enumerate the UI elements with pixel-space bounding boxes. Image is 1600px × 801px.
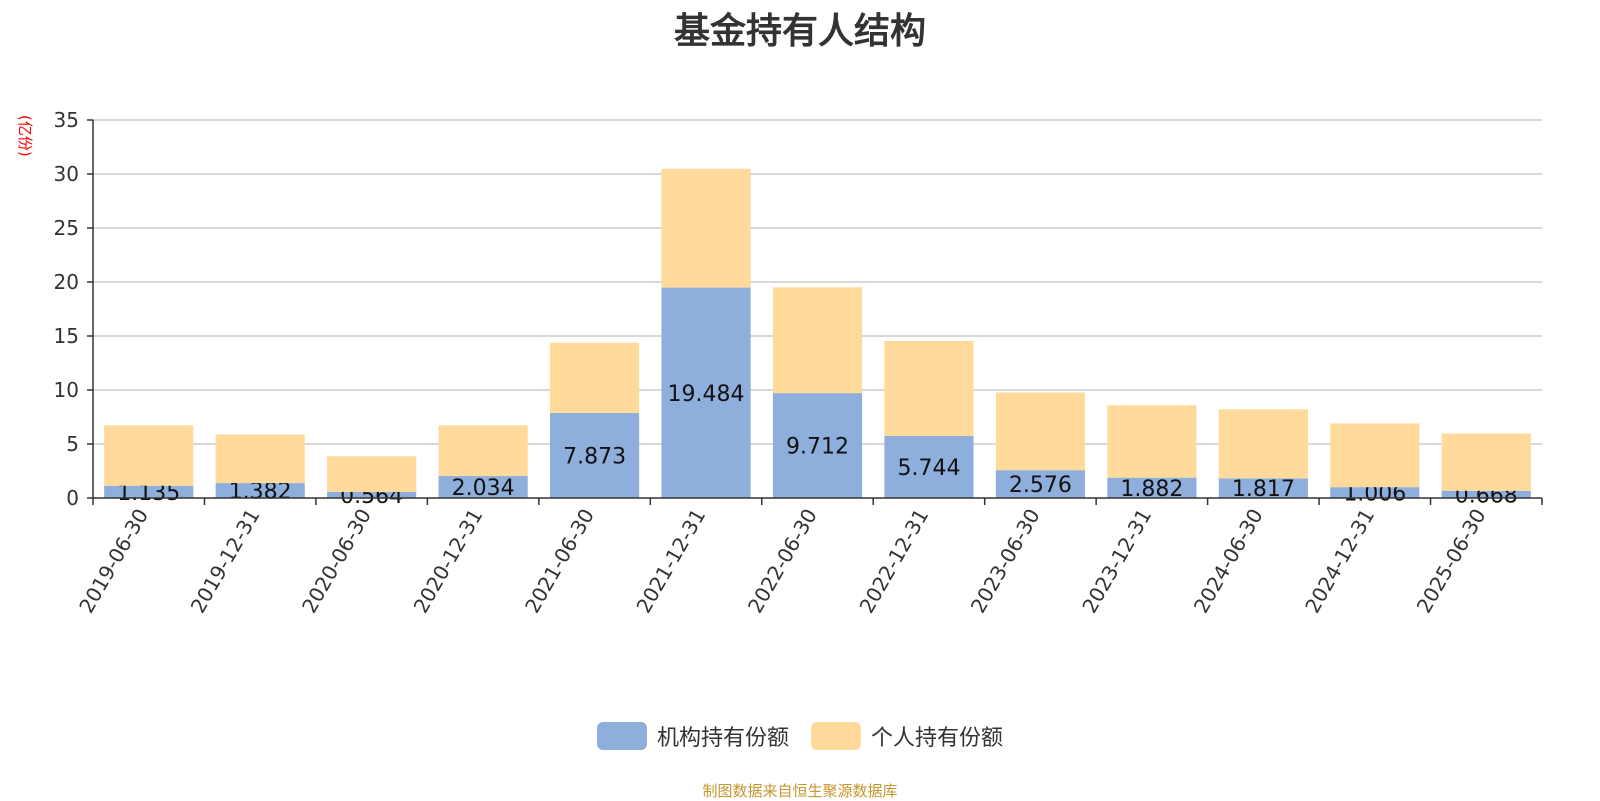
x-tick-label-7: 2022-12-31 [854, 505, 933, 618]
bar-individual-0 [104, 425, 194, 486]
x-tick-label-12: 2025-06-30 [1412, 505, 1491, 618]
x-tick-label-5: 2021-12-31 [631, 505, 710, 618]
legend-item-individual[interactable]: 个人持有份额 [811, 720, 1003, 752]
bar-label-institution-6: 9.712 [786, 435, 849, 460]
bar-individual-3 [438, 425, 528, 477]
y-tick-label-3: 15 [54, 324, 79, 348]
legend-label-individual: 个人持有份额 [871, 726, 1004, 751]
legend-swatch-institution [596, 722, 647, 750]
bar-institution-4 [549, 412, 640, 498]
bar-label-institution-1: 1.382 [229, 480, 292, 505]
x-tick-label-0: 2019-06-30 [74, 505, 153, 618]
y-tick-label-1: 5 [66, 432, 79, 456]
x-tick-label-6: 2022-06-30 [743, 505, 822, 618]
bar-individual-9 [1107, 405, 1197, 478]
bar-label-institution-5: 19.484 [668, 382, 745, 407]
bar-institution-6 [772, 393, 863, 498]
y-tick-label-5: 25 [54, 216, 79, 240]
bar-individual-4 [549, 342, 640, 413]
bar-institution-3 [438, 476, 528, 498]
x-tick-label-3: 2020-12-31 [409, 504, 488, 617]
bar-institution-10 [1218, 478, 1308, 498]
data-source-note: 制图数据来自恒生聚源数据库 [702, 782, 898, 800]
y-tick-label-4: 20 [54, 270, 79, 294]
bar-individual-2 [327, 456, 417, 492]
bar-institution-8 [995, 470, 1086, 498]
x-tick-label-1: 2019-12-31 [186, 505, 265, 618]
y-tick-label-7: 35 [54, 108, 79, 132]
bar-label-institution-4: 7.873 [563, 444, 626, 469]
bar-institution-5 [661, 287, 751, 498]
bar-label-institution-3: 2.034 [452, 476, 515, 501]
bar-institution-0 [104, 485, 194, 498]
x-tick-label-9: 2023-12-31 [1077, 505, 1156, 618]
bar-institution-12 [1441, 490, 1531, 498]
y-tick-label-6: 30 [54, 162, 79, 186]
bar-institution-1 [215, 483, 305, 498]
bar-institution-7 [884, 435, 974, 498]
y-tick-label-0: 0 [66, 486, 79, 510]
bar-individual-12 [1441, 433, 1531, 491]
legend-item-institution[interactable]: 机构持有份额 [596, 720, 789, 752]
bar-individual-8 [995, 392, 1086, 471]
bar-institution-11 [1330, 487, 1420, 498]
x-tick-label-4: 2021-06-30 [520, 505, 599, 618]
bar-individual-10 [1218, 409, 1308, 479]
bar-individual-7 [884, 340, 974, 436]
x-tick-label-10: 2024-06-30 [1189, 505, 1268, 618]
chart-title: 基金持有人结构 [673, 11, 926, 52]
x-tick-label-11: 2024-12-31 [1300, 505, 1379, 618]
x-tick-label-8: 2023-06-30 [966, 505, 1045, 618]
bar-individual-6 [772, 287, 863, 394]
bar-individual-5 [661, 168, 751, 288]
bar-institution-2 [327, 491, 417, 498]
legend-label-institution: 机构持有份额 [656, 726, 789, 751]
bar-institution-9 [1107, 477, 1197, 498]
bar-individual-11 [1330, 423, 1420, 488]
legend-swatch-individual [811, 722, 861, 750]
bar-individual-1 [215, 434, 305, 484]
bar-label-institution-8: 2.576 [1009, 473, 1072, 498]
y-tick-label-2: 10 [54, 378, 79, 402]
x-tick-label-2: 2020-06-30 [297, 505, 376, 618]
bar-label-institution-7: 5.744 [897, 456, 960, 481]
legend: 机构持有份额 个人持有份额 [0, 720, 1600, 752]
